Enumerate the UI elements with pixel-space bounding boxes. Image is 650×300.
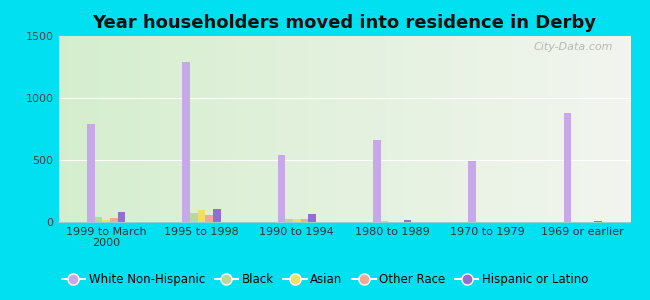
Bar bbox=[102, 220, 110, 222]
Bar bbox=[110, 218, 118, 222]
Bar bbox=[190, 213, 198, 222]
Bar bbox=[594, 221, 602, 222]
Bar bbox=[87, 124, 95, 222]
Bar bbox=[293, 219, 301, 222]
Bar bbox=[469, 161, 476, 222]
Bar bbox=[301, 219, 308, 222]
Bar bbox=[308, 214, 316, 222]
Bar bbox=[213, 209, 220, 222]
Bar bbox=[404, 220, 411, 222]
Bar bbox=[205, 215, 213, 222]
Bar bbox=[373, 140, 381, 222]
Bar bbox=[95, 217, 102, 222]
Bar bbox=[278, 155, 285, 222]
Text: City-Data.com: City-Data.com bbox=[534, 42, 614, 52]
Bar bbox=[198, 210, 205, 222]
Legend: White Non-Hispanic, Black, Asian, Other Race, Hispanic or Latino: White Non-Hispanic, Black, Asian, Other … bbox=[57, 269, 593, 291]
Bar bbox=[381, 221, 388, 222]
Bar bbox=[183, 62, 190, 222]
Bar bbox=[564, 113, 571, 222]
Bar bbox=[285, 219, 293, 222]
Title: Year householders moved into residence in Derby: Year householders moved into residence i… bbox=[92, 14, 597, 32]
Bar bbox=[118, 212, 125, 222]
